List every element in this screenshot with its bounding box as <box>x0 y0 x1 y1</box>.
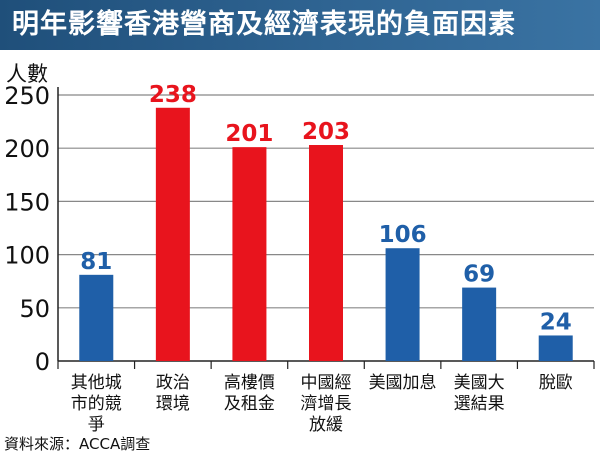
bar-7 <box>538 335 573 361</box>
value-label-4: 203 <box>302 119 350 145</box>
y-tick-label-100: 100 <box>4 242 50 270</box>
category-label-5-line-1: 美國加息 <box>369 373 437 393</box>
category-label-6-line-1: 美國大 <box>454 373 505 393</box>
category-label-1-line-2: 市的競 <box>71 394 122 414</box>
value-label-2: 238 <box>149 82 197 108</box>
value-label-1: 81 <box>80 249 112 275</box>
category-label-2-line-1: 政治 <box>156 373 190 393</box>
bar-2 <box>155 107 190 361</box>
y-tick-label-250: 250 <box>4 82 50 110</box>
category-label-2-line-2: 環境 <box>156 394 190 414</box>
category-label-3-line-2: 及租金 <box>224 394 275 414</box>
bar-5 <box>385 248 420 361</box>
category-label-7-line-1: 脫歐 <box>539 373 573 393</box>
value-label-6: 69 <box>463 262 495 288</box>
bar-3 <box>232 147 267 361</box>
y-tick-label-150: 150 <box>4 188 50 216</box>
category-label-1-line-3: 爭 <box>88 415 105 435</box>
category-label-4-line-3: 放緩 <box>309 415 343 435</box>
value-label-5: 106 <box>379 222 427 248</box>
bar-4 <box>309 145 343 361</box>
category-label-4-line-1: 中國經 <box>301 373 352 393</box>
y-tick-label-0: 0 <box>35 348 50 376</box>
bar-6 <box>462 287 497 361</box>
source-note: 資料來源：ACCA調查 <box>4 435 151 453</box>
value-label-7: 24 <box>540 309 572 335</box>
y-tick-label-200: 200 <box>4 135 50 163</box>
category-label-4-line-2: 濟增長 <box>301 394 352 414</box>
category-label-1-line-1: 其他城 <box>71 373 122 393</box>
bar-1 <box>79 274 114 361</box>
category-label-3-line-1: 高樓價 <box>224 373 275 393</box>
y-axis-unit-label: 人數 <box>6 62 48 86</box>
title-bar: 明年影響香港營商及經濟表現的負面因素 <box>0 0 600 50</box>
category-label-6-line-2: 選結果 <box>454 394 505 414</box>
chart-title: 明年影響香港營商及經濟表現的負面因素 <box>12 9 516 40</box>
y-tick-label-50: 50 <box>19 295 50 323</box>
value-label-3: 201 <box>225 121 273 147</box>
